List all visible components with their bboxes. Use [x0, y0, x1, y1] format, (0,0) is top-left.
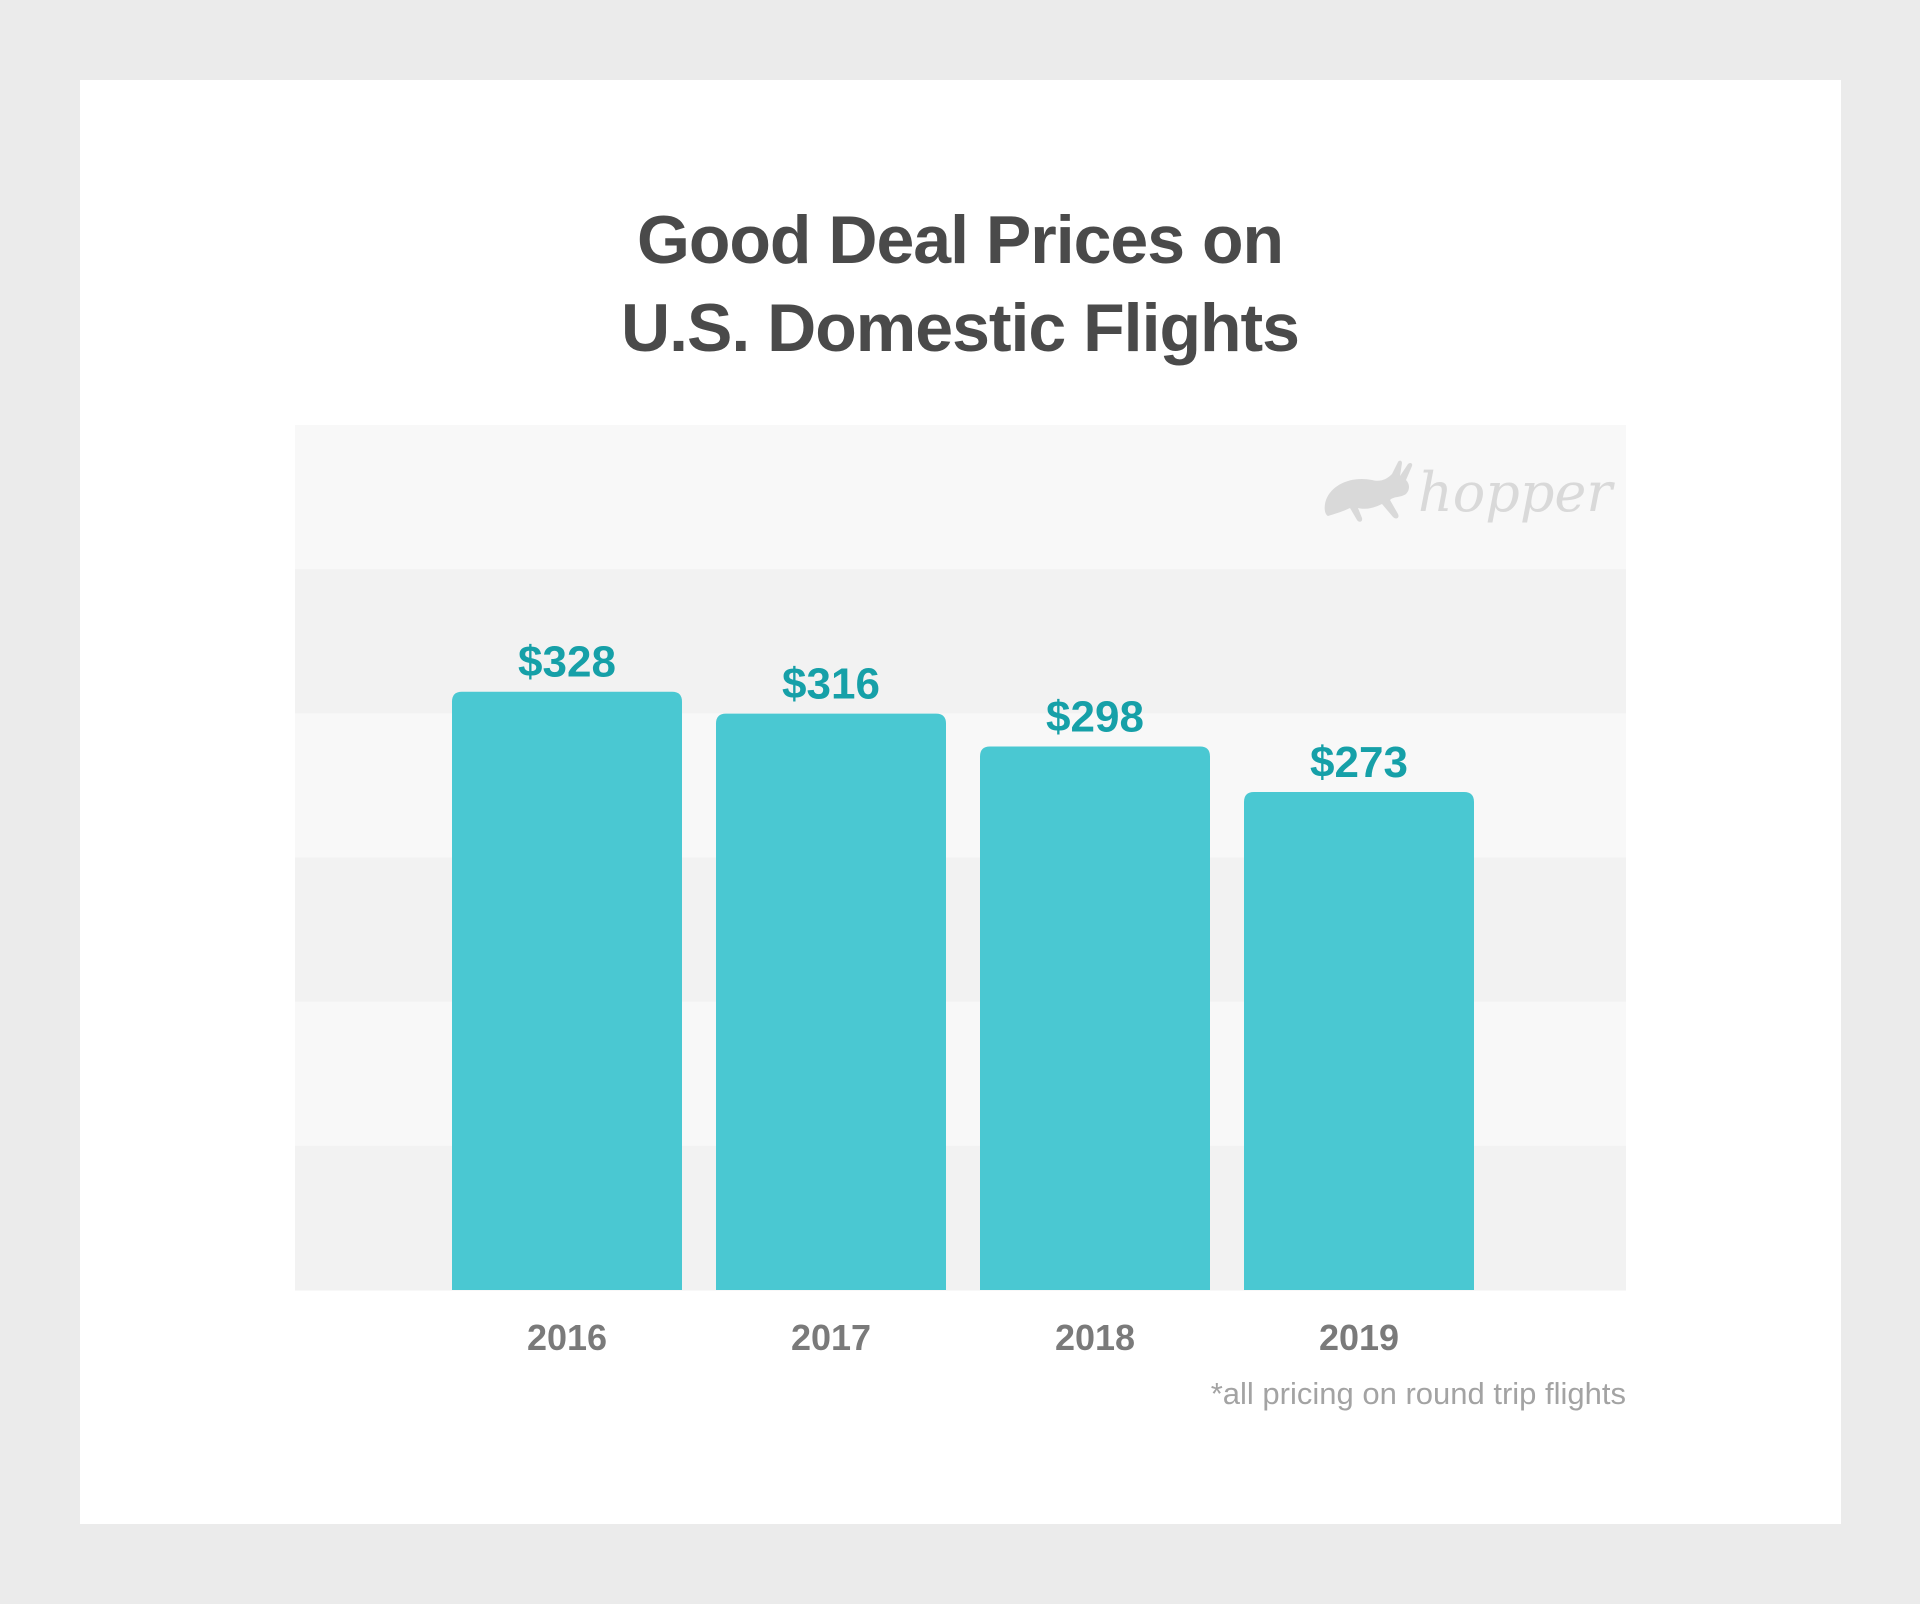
- value-label-2018: $298: [1046, 692, 1144, 741]
- value-label-2017: $316: [782, 660, 880, 709]
- chart-title-line-1: Good Deal Prices on: [636, 202, 1284, 278]
- logo-wordmark: hopper: [1418, 461, 1613, 524]
- value-label-2019: $273: [1310, 738, 1408, 787]
- bar-2018: [980, 746, 1210, 1290]
- value-labels: $328 $316 $298 $273: [518, 638, 1408, 787]
- footnote: *all pricing on round trip flights: [1210, 1376, 1626, 1411]
- x-tick-label-2018: 2018: [1055, 1317, 1135, 1358]
- grid-band: [295, 569, 1626, 714]
- bars: [452, 691, 1474, 1290]
- x-tick-labels: 2016 2017 2018 2019: [527, 1317, 1399, 1358]
- hopper-logo: hopper: [1322, 456, 1612, 536]
- x-tick-label-2017: 2017: [791, 1317, 871, 1358]
- value-label-2016: $328: [518, 638, 616, 687]
- bar-2017: [716, 713, 946, 1290]
- bar-2016: [452, 691, 682, 1290]
- rabbit-icon: [1324, 460, 1413, 522]
- chart-title: Good Deal Prices on U.S. Domestic Flight…: [0, 196, 1920, 372]
- bar-2019: [1244, 792, 1474, 1290]
- x-tick-label-2019: 2019: [1319, 1317, 1399, 1358]
- grid-band: [295, 425, 1626, 570]
- chart-title-line-2: U.S. Domestic Flights: [621, 290, 1300, 366]
- x-tick-label-2016: 2016: [527, 1317, 607, 1358]
